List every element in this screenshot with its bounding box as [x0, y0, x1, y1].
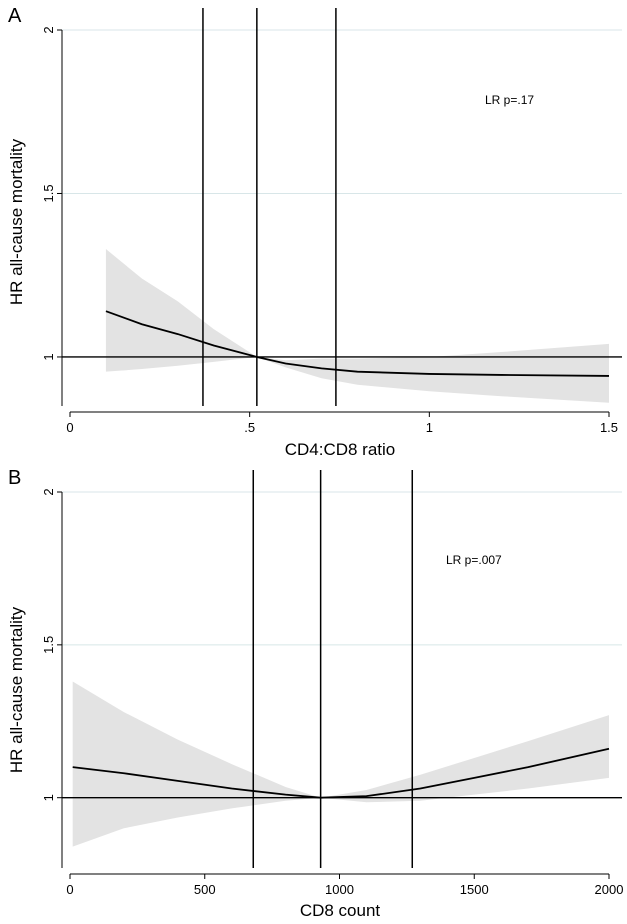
panel-b-y-tick-label: 2 — [41, 488, 56, 495]
panel-a-y-tick-label: 2 — [41, 26, 56, 33]
panel-b-letter: B — [8, 467, 21, 489]
panel-b-hr-line — [72, 747, 610, 799]
panel-b-x-tick-label: 0 — [66, 882, 73, 897]
panel-b-confidence-band — [72, 681, 609, 847]
panel-a-y-tick-label: 1 — [41, 353, 56, 360]
panel-b-x-tick-label: 1000 — [325, 882, 354, 897]
panel-b-x-tick-label: 2000 — [595, 882, 624, 897]
panel-a-x-tick-label: .5 — [244, 420, 255, 435]
panel-a-annotation: LR p=.17 — [485, 93, 534, 107]
panel-a: A LR p=.17 CD4:CD8 ratio HR all-cause mo… — [7, 5, 622, 459]
panel-a-x-tick-label: 1 — [426, 420, 433, 435]
panel-a-confidence-band — [105, 249, 609, 403]
panel-a-y-axis-title: HR all-cause mortality — [7, 138, 26, 305]
panel-b: B LR p=.007 CD8 count HR all-cause morta… — [7, 467, 623, 920]
panel-a-x-axis-title: CD4:CD8 ratio — [285, 440, 396, 459]
panel-b-x-tick-label: 1500 — [460, 882, 489, 897]
panel-a-y-tick-label: 1.5 — [41, 184, 56, 202]
panel-b-x-tick-label: 500 — [194, 882, 216, 897]
panel-b-y-tick-label: 1 — [41, 794, 56, 801]
panel-b-y-tick-label: 1.5 — [41, 636, 56, 654]
panel-a-letter: A — [8, 5, 22, 27]
panel-b-y-axis-title: HR all-cause mortality — [7, 606, 26, 773]
panel-a-x-tick-label: 1.5 — [600, 420, 618, 435]
panel-a-hr-line — [105, 310, 610, 377]
panel-b-x-axis-title: CD8 count — [300, 901, 381, 920]
panel-a-x-tick-label: 0 — [66, 420, 73, 435]
panel-b-annotation: LR p=.007 — [446, 553, 502, 567]
